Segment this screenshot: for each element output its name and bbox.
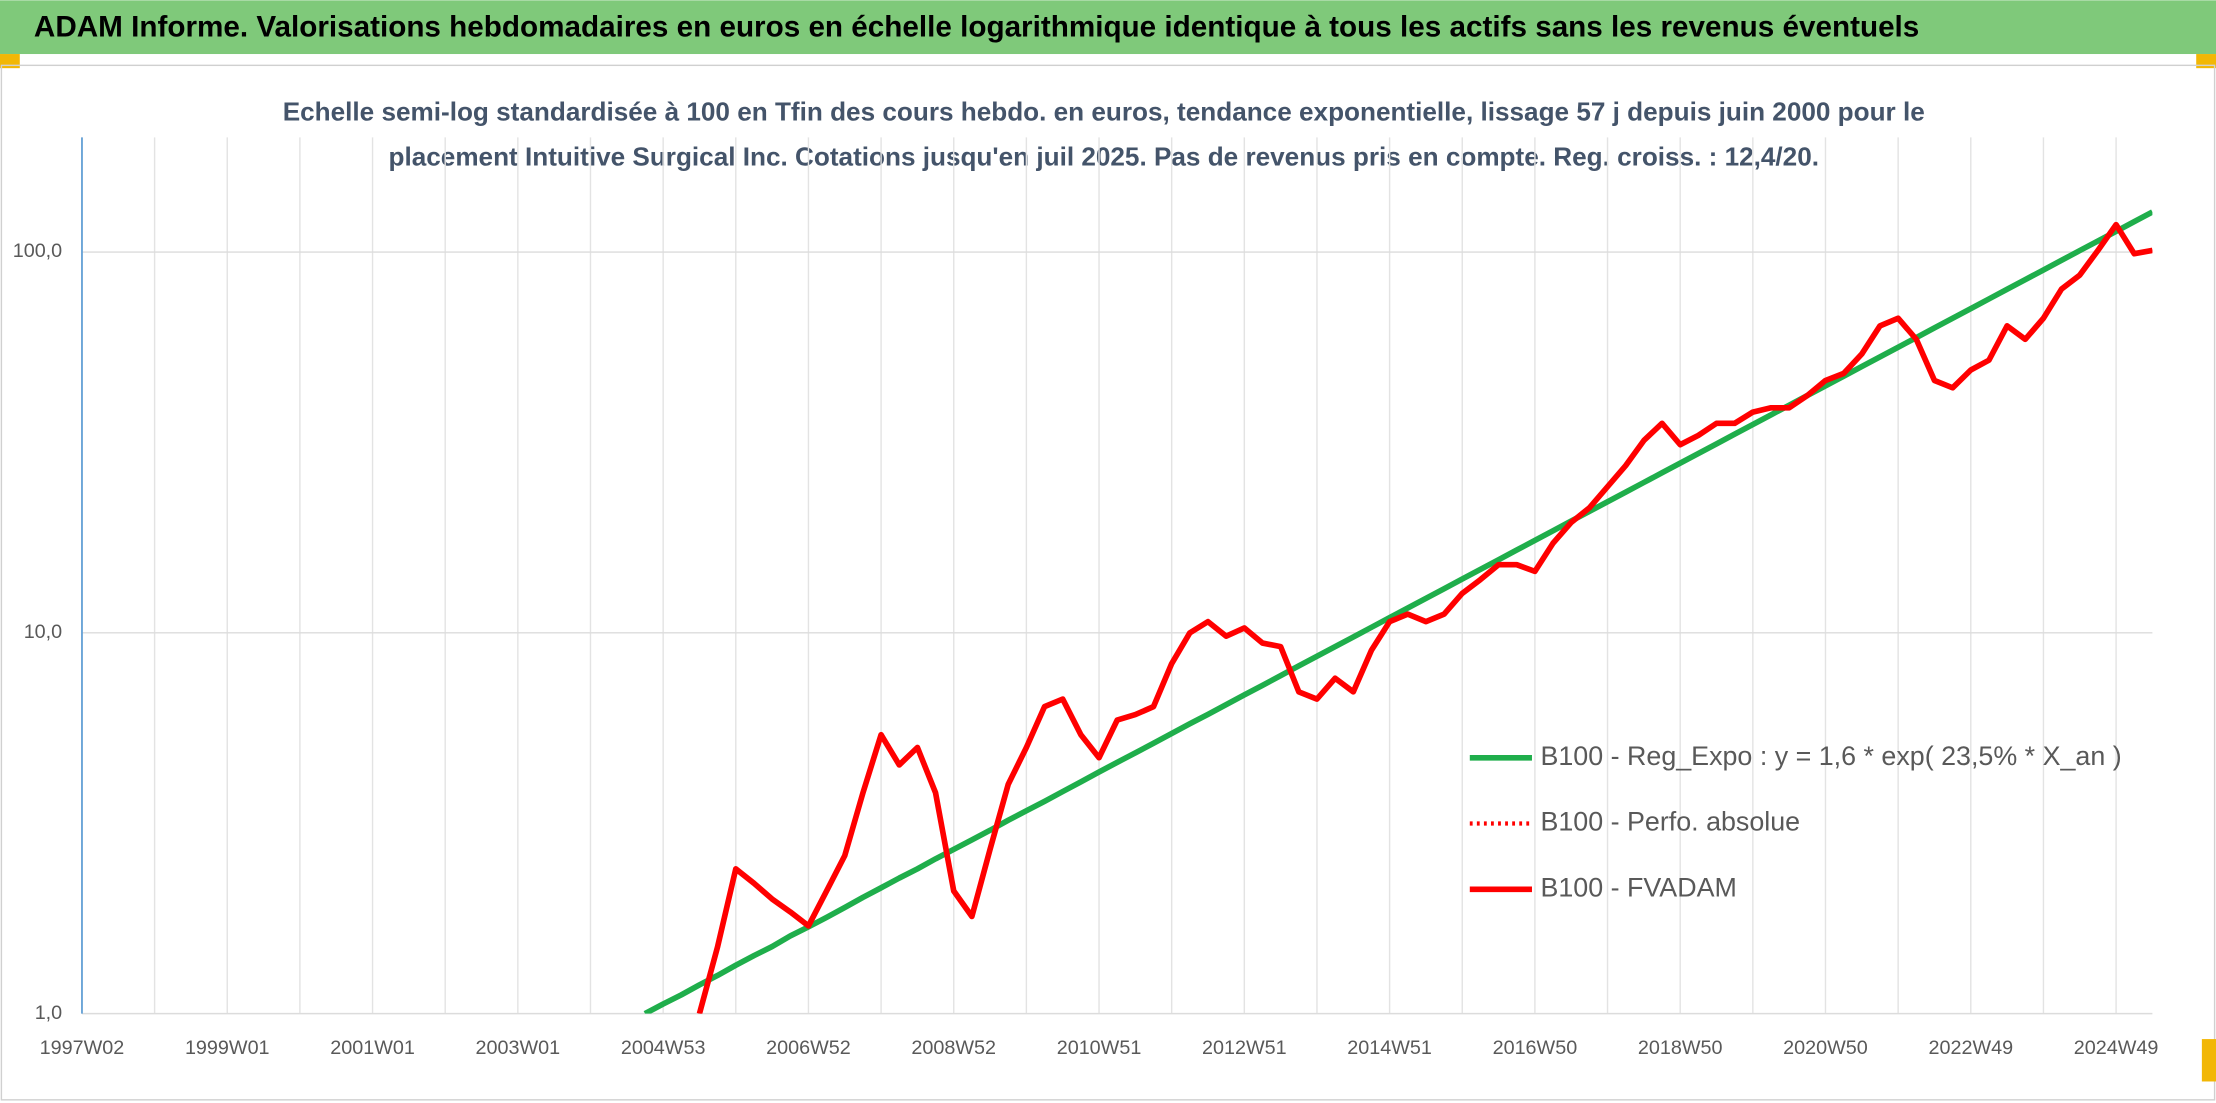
chart-frame bbox=[0, 64, 2216, 1101]
x-tick-label: 2014W51 bbox=[1347, 1037, 1432, 1059]
x-tick-label: 2022W49 bbox=[1928, 1037, 2013, 1059]
x-tick-label: 1997W02 bbox=[40, 1037, 125, 1059]
chart-title: ADAM Informe. Valorisations hebdomadaire… bbox=[34, 10, 1919, 43]
legend-label: B100 - FVADAM bbox=[1540, 872, 1736, 902]
x-tick-label: 2020W50 bbox=[1783, 1037, 1868, 1059]
x-tick-label: 2024W49 bbox=[2074, 1037, 2159, 1059]
corner-mark bbox=[2201, 1039, 2216, 1082]
x-tick-label: 2010W51 bbox=[1057, 1037, 1142, 1059]
x-tick-label: 2008W52 bbox=[911, 1037, 996, 1059]
x-tick-label: 2004W53 bbox=[621, 1037, 706, 1059]
legend-label: B100 - Reg_Expo : y = 1,6 * exp( 23,5% *… bbox=[1540, 741, 2121, 771]
x-tick-label: 2001W01 bbox=[330, 1037, 415, 1059]
chart-subtitle: placement Intuitive Surgical Inc. Cotati… bbox=[389, 142, 1819, 172]
x-tick-label: 2006W52 bbox=[766, 1037, 851, 1059]
y-tick-label: 10,0 bbox=[24, 621, 62, 643]
x-tick-label: 2018W50 bbox=[1638, 1037, 1723, 1059]
chart-subtitle: Echelle semi-log standardisée à 100 en T… bbox=[283, 96, 1925, 126]
x-tick-label: 2003W01 bbox=[476, 1037, 561, 1059]
x-tick-label: 2012W51 bbox=[1202, 1037, 1287, 1059]
x-tick-label: 2016W50 bbox=[1493, 1037, 1578, 1059]
legend-label: B100 - Perfo. absolue bbox=[1540, 807, 1800, 837]
y-tick-label: 100,0 bbox=[13, 240, 62, 262]
x-tick-label: 1999W01 bbox=[185, 1037, 270, 1059]
title-banner bbox=[0, 0, 2216, 55]
y-tick-label: 1,0 bbox=[35, 1002, 62, 1024]
series-line bbox=[696, 221, 2153, 1014]
series-line bbox=[643, 209, 2153, 1014]
